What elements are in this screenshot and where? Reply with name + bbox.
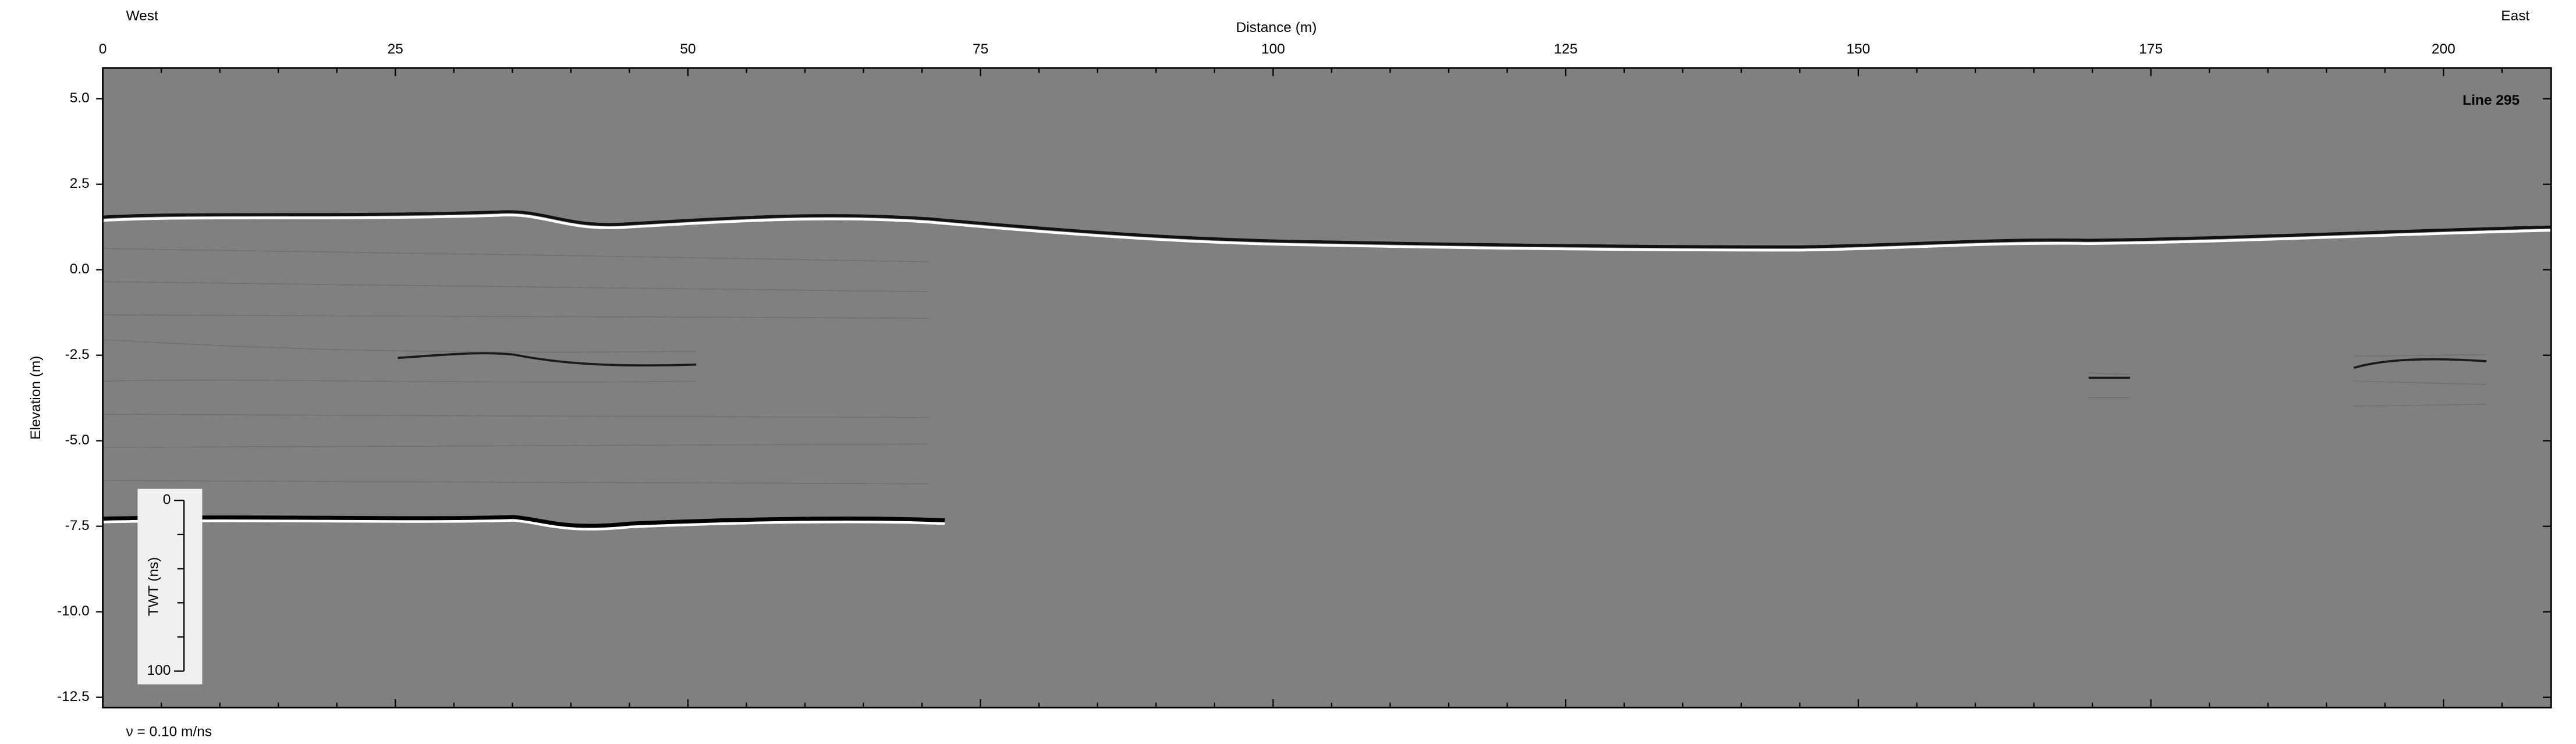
texture (102, 248, 2487, 485)
y-tick-label: -12.5 (57, 689, 90, 704)
twt-tick-label: 100 (147, 663, 171, 678)
y-tick-label: 2.5 (70, 176, 90, 191)
x-axis-title: Distance (m) (1236, 20, 1317, 35)
reflectors (102, 210, 2552, 531)
plot-frame (102, 67, 2552, 709)
y-tick-label: -10.0 (57, 603, 90, 619)
x-tick-label: 25 (388, 41, 403, 57)
x-tick-label: 100 (1261, 41, 1285, 57)
west-label: West (126, 8, 158, 24)
x-tick-label: 0 (99, 41, 107, 57)
x-tick-label: 175 (2139, 41, 2163, 57)
twt-label: TWT (ns) (146, 557, 161, 617)
east-label: East (2501, 8, 2529, 24)
velocity-annotation: ν = 0.10 m/ns (126, 724, 212, 740)
x-tick-label: 200 (2432, 41, 2456, 57)
x-tick-label: 125 (1554, 41, 1578, 57)
y-tick-label: -5.0 (65, 432, 90, 448)
y-tick-label: 5.0 (70, 90, 90, 106)
radargram-background (102, 67, 2552, 708)
y-tick-label: -7.5 (65, 518, 90, 533)
x-tick-label: 50 (680, 41, 696, 57)
y-tick-label: -2.5 (65, 347, 90, 362)
y-tick-label: 0.0 (70, 261, 90, 277)
y-axis-title: Elevation (m) (28, 356, 44, 440)
x-tick-label: 75 (973, 41, 988, 57)
twt-inset (137, 489, 203, 685)
x-tick-label: 150 (1846, 41, 1870, 57)
twt-tick-label: 0 (163, 492, 171, 508)
line-label: Line 295 (2463, 92, 2520, 108)
